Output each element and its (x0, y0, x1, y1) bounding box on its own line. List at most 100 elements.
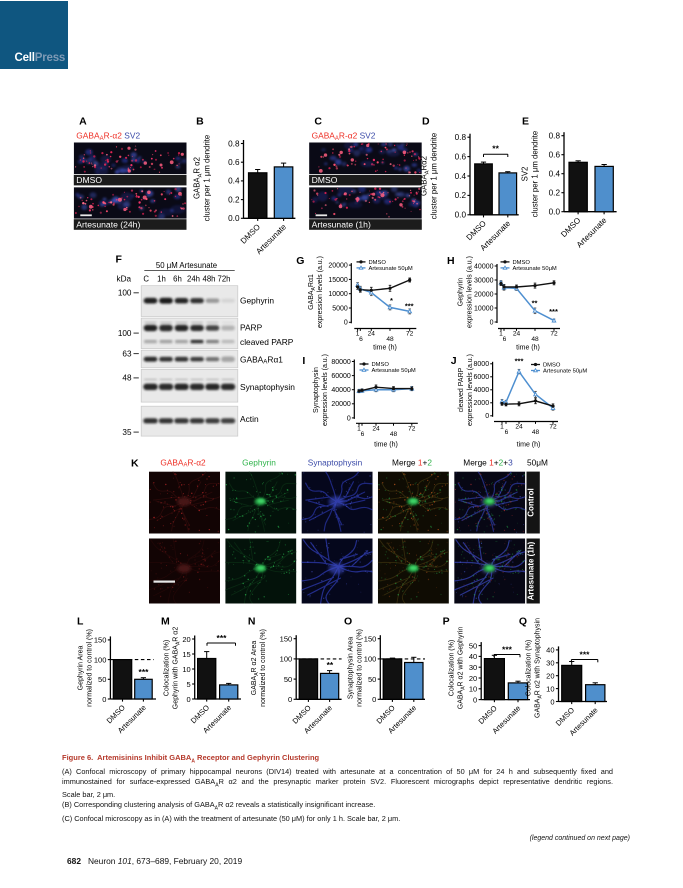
svg-text:DMSO: DMSO (513, 260, 531, 266)
svg-text:48: 48 (122, 374, 132, 383)
svg-text:100: 100 (118, 329, 132, 338)
svg-text:20: 20 (182, 635, 190, 644)
svg-text:0: 0 (550, 697, 554, 706)
svg-text:GABAAR α2: GABAAR α2 (193, 157, 204, 199)
svg-text:expression levels (a.u.): expression levels (a.u.) (317, 256, 324, 328)
svg-text:DMSO: DMSO (312, 175, 338, 185)
svg-text:GABAARα1: GABAARα1 (240, 354, 283, 365)
svg-text:***: *** (502, 645, 513, 655)
svg-text:N: N (248, 616, 256, 628)
svg-text:0: 0 (490, 319, 494, 326)
svg-text:Gephyrin with GABAAR α2: Gephyrin with GABAAR α2 (173, 627, 182, 710)
svg-text:15: 15 (182, 650, 190, 659)
svg-text:35: 35 (122, 428, 132, 437)
svg-text:*: * (390, 296, 393, 305)
svg-text:0.2: 0.2 (228, 195, 240, 204)
svg-text:24: 24 (515, 424, 523, 431)
svg-text:kDa: kDa (117, 275, 132, 284)
svg-text:20: 20 (469, 674, 477, 683)
svg-text:E: E (522, 116, 529, 128)
svg-text:DMSO: DMSO (76, 175, 102, 185)
svg-text:100: 100 (118, 289, 132, 298)
svg-text:24: 24 (372, 426, 380, 433)
svg-text:0.4: 0.4 (549, 170, 561, 179)
svg-text:K: K (131, 458, 139, 470)
svg-text:normalized to control (%): normalized to control (%) (357, 629, 364, 707)
svg-text:I: I (302, 355, 305, 367)
svg-text:1: 1 (500, 424, 504, 431)
svg-text:Artesunate (1h): Artesunate (1h) (527, 541, 536, 600)
svg-text:Gephyrin: Gephyrin (240, 295, 274, 305)
svg-text:DMSO: DMSO (369, 260, 387, 266)
svg-text:72: 72 (406, 331, 414, 338)
svg-text:P: P (443, 616, 450, 628)
svg-text:48: 48 (532, 429, 540, 436)
svg-text:6: 6 (361, 431, 365, 438)
svg-text:40: 40 (546, 646, 554, 655)
svg-text:150: 150 (364, 635, 377, 644)
svg-text:5: 5 (187, 680, 191, 689)
svg-text:10000: 10000 (328, 291, 348, 298)
svg-text:72: 72 (549, 424, 557, 431)
svg-text:GABAAR-α2: GABAAR-α2 (160, 458, 206, 469)
svg-text:Merge 1+2+3: Merge 1+2+3 (463, 458, 513, 468)
svg-text:DMSO: DMSO (239, 222, 262, 245)
svg-text:150: 150 (94, 636, 107, 645)
svg-text:48: 48 (531, 336, 539, 343)
svg-text:1h: 1h (157, 275, 166, 284)
svg-text:D: D (422, 116, 430, 128)
svg-text:20000: 20000 (328, 263, 348, 270)
svg-text:***: *** (139, 667, 150, 677)
svg-text:GABAAR α2 with Synaptophysin: GABAAR α2 with Synaptophysin (535, 618, 544, 718)
svg-text:20000: 20000 (474, 291, 494, 298)
svg-text:6h: 6h (173, 275, 182, 284)
svg-text:0.8: 0.8 (549, 132, 561, 141)
svg-text:**: ** (532, 299, 538, 308)
svg-text:Artesunate 50μM: Artesunate 50μM (543, 369, 587, 375)
svg-text:0.0: 0.0 (455, 211, 467, 220)
svg-text:B: B (196, 116, 204, 128)
svg-text:H: H (447, 255, 455, 267)
svg-text:DMSO: DMSO (559, 216, 582, 239)
svg-text:Synaptophysin: Synaptophysin (308, 458, 363, 468)
svg-text:0.8: 0.8 (228, 139, 240, 148)
svg-text:10: 10 (469, 685, 477, 694)
svg-text:40000: 40000 (474, 263, 494, 270)
svg-text:SV2: SV2 (521, 167, 530, 182)
svg-text:DMSO: DMSO (554, 705, 576, 727)
svg-text:GABAAR α2 Area: GABAAR α2 Area (251, 641, 260, 696)
svg-text:72: 72 (550, 331, 558, 338)
svg-text:cluster per 1 μm dendrite: cluster per 1 μm dendrite (203, 135, 212, 221)
svg-text:normalized to control (%): normalized to control (%) (260, 629, 267, 707)
svg-text:6: 6 (359, 336, 363, 343)
svg-text:15000: 15000 (328, 277, 348, 284)
svg-text:0.0: 0.0 (549, 208, 561, 217)
svg-text:20000: 20000 (331, 401, 351, 408)
svg-text:20: 20 (546, 672, 554, 681)
svg-text:0: 0 (288, 695, 292, 704)
svg-text:**: ** (327, 660, 334, 670)
svg-text:10: 10 (182, 665, 190, 674)
svg-text:24: 24 (513, 331, 521, 338)
svg-text:GABAAR-α2 SV2: GABAAR-α2 SV2 (76, 130, 140, 142)
svg-text:4000: 4000 (474, 387, 490, 394)
svg-text:DMSO: DMSO (465, 219, 488, 242)
svg-text:0: 0 (102, 695, 106, 704)
svg-text:0.4: 0.4 (228, 177, 240, 186)
svg-text:0.6: 0.6 (228, 158, 240, 167)
svg-text:C: C (143, 275, 149, 284)
svg-text:***: *** (405, 302, 414, 311)
svg-text:0: 0 (372, 695, 376, 704)
svg-text:40: 40 (469, 652, 477, 661)
svg-text:0.8: 0.8 (455, 133, 467, 142)
svg-text:Gephyrin: Gephyrin (458, 278, 465, 307)
svg-text:50 μM Artesunate: 50 μM Artesunate (156, 261, 217, 270)
svg-text:expression levels (a.u.): expression levels (a.u.) (467, 256, 474, 328)
svg-text:cleaved PARP: cleaved PARP (458, 367, 465, 412)
svg-text:***: *** (515, 357, 524, 366)
svg-text:GABAAR α2 with Gephyrin: GABAAR α2 with Gephyrin (458, 627, 467, 710)
svg-text:Artesunate 50μM: Artesunate 50μM (513, 266, 557, 272)
svg-text:Merge 1+2: Merge 1+2 (392, 458, 432, 468)
svg-text:GABAARα1: GABAARα1 (308, 274, 317, 310)
svg-text:GABAARα2: GABAARα2 (420, 156, 431, 196)
